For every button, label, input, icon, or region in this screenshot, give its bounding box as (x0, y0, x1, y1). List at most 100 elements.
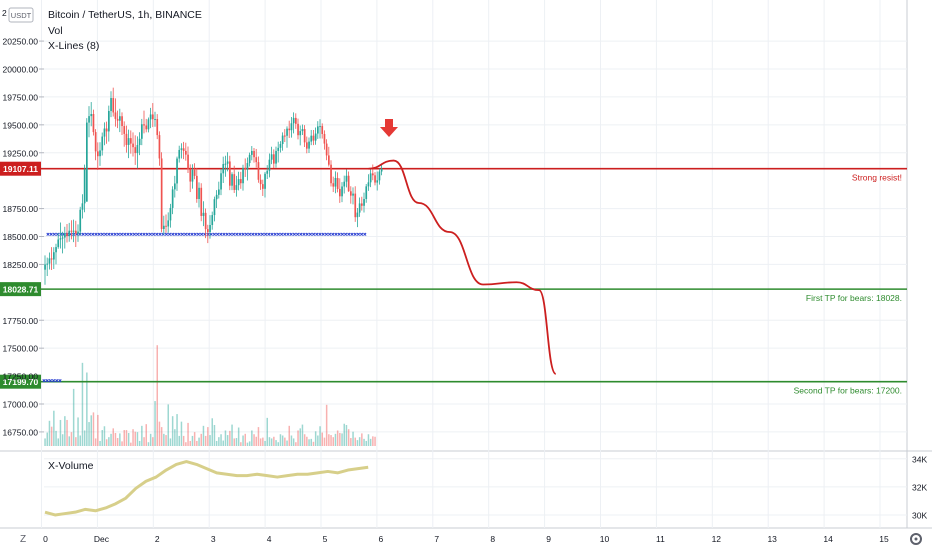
x-lines (42, 232, 367, 383)
volume-bar (354, 437, 356, 446)
candle-body (116, 118, 119, 121)
volume-bar (253, 434, 255, 446)
level-note: First TP for bears: 18028. (806, 293, 902, 303)
candle-body (354, 193, 357, 218)
volume-bar (189, 440, 191, 446)
volume-bar (70, 432, 73, 446)
x-line-mark (107, 232, 111, 236)
volume-bar (332, 437, 334, 446)
time-axis[interactable]: 0 Dec 2 3 4 5 6 7 8 9 10 11 12 13 14 15 (43, 534, 889, 544)
candle-body (83, 169, 86, 204)
projection (368, 159, 557, 375)
volume-bar (270, 438, 273, 446)
x-line-mark (315, 232, 319, 236)
price-tick-label: 20250.00 (3, 37, 39, 47)
volume-bar (145, 424, 147, 446)
candle-body (105, 128, 108, 132)
time-tick-label: 2 (155, 534, 160, 544)
x-line-mark (145, 232, 149, 236)
x-line-mark (212, 232, 217, 236)
candle-body (255, 157, 258, 163)
candle-body (211, 215, 214, 225)
xvolume-title[interactable]: X-Volume (48, 460, 94, 472)
x-line-mark (183, 232, 188, 236)
candle-body (361, 203, 363, 206)
candle-body (94, 132, 97, 152)
candle-body (147, 119, 150, 130)
volume-bar (116, 438, 119, 446)
zoom-toggle[interactable]: Z (20, 534, 26, 545)
volume-bar (130, 442, 132, 446)
candle-body (75, 230, 77, 234)
volume-bar (341, 433, 343, 446)
candle-body (70, 230, 73, 232)
x-line-mark (251, 232, 255, 236)
time-tick-label: 12 (712, 534, 722, 544)
candle-body (79, 209, 82, 232)
volume-bar (136, 432, 139, 446)
candle-body (134, 147, 137, 154)
price-tick-label: 17250.00 (3, 372, 39, 382)
price-axis[interactable]: 20250.00 20000.00 19750.00 19500.00 19250.00… (2, 8, 44, 437)
volume-bar (196, 440, 198, 446)
price-tick-label: 18250.00 (3, 260, 39, 270)
x-line-mark (340, 232, 345, 236)
symbol-badge[interactable]: USDT (8, 7, 34, 23)
time-tick-label: 8 (490, 534, 495, 544)
indicator-xlines-label[interactable]: X-Lines (8) (48, 40, 99, 52)
candle-body (64, 233, 66, 238)
volume-bar (255, 436, 257, 446)
chart-title[interactable]: Bitcoin / TetherUS, 1h, BINANCE (48, 9, 202, 21)
candle-body (334, 177, 337, 187)
candle-body (229, 161, 231, 186)
level-badge-label: 17199.70 (3, 377, 39, 387)
volume-bar (138, 440, 141, 446)
volume-bar (292, 438, 295, 446)
x-line-mark (158, 232, 162, 236)
volume-bar (77, 417, 79, 446)
candle-body (46, 263, 49, 265)
volume-bar (114, 432, 117, 446)
price-tick-label: 16750.00 (3, 427, 39, 437)
candle-body (72, 230, 75, 232)
candle-body (218, 189, 220, 195)
candle-body (244, 167, 247, 170)
grid (0, 0, 932, 529)
volume-bar (246, 442, 249, 446)
x-line-mark (116, 232, 121, 236)
volume-bar (59, 419, 62, 446)
volume-bar (112, 428, 114, 446)
candle-body (193, 169, 196, 176)
volume-bar (273, 436, 275, 446)
x-line-mark (151, 232, 156, 236)
volume-bar (284, 437, 286, 446)
x-line-mark (190, 232, 194, 236)
gear-icon[interactable] (910, 533, 922, 545)
candle-body (332, 183, 335, 187)
volume-bar (209, 435, 211, 446)
volume-bar (64, 416, 66, 446)
volume-bar (50, 426, 53, 446)
candle-body (358, 203, 361, 213)
volume-bar (262, 437, 264, 446)
candle-body (86, 122, 88, 202)
volume-bar (220, 434, 222, 446)
volume-bar (66, 419, 68, 446)
volume-bar (224, 430, 227, 446)
x-line-mark (235, 232, 239, 236)
x-line-mark (347, 232, 351, 236)
price-tick-label: 19250.00 (3, 148, 39, 158)
time-tick-label: 7 (434, 534, 439, 544)
x-line-mark (51, 379, 56, 383)
x-line-mark (55, 379, 59, 383)
volume-bar (317, 435, 319, 446)
x-line-mark (49, 232, 53, 236)
candle-body (262, 184, 264, 189)
candle-body (209, 224, 211, 233)
x-line-mark (241, 232, 245, 236)
x-line-mark (283, 232, 287, 236)
indicator-vol-label[interactable]: Vol (48, 25, 63, 37)
candle-body (90, 114, 93, 117)
